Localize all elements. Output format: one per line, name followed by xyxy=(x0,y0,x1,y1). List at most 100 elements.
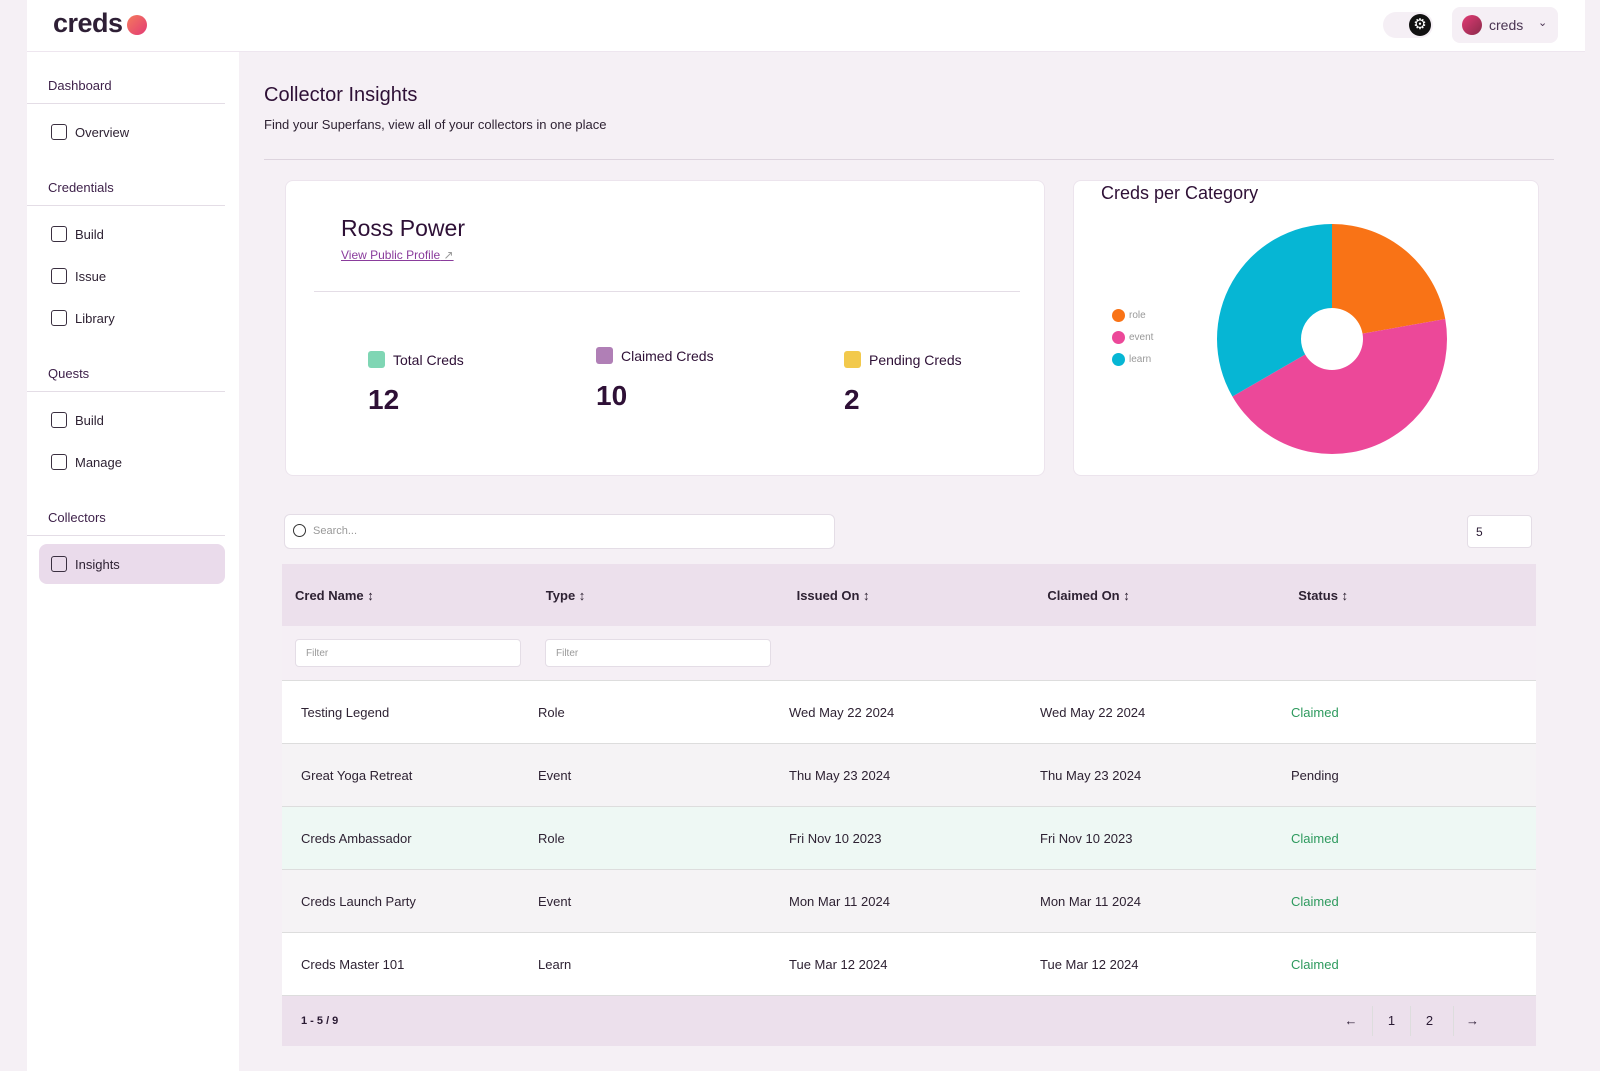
page-title: Collector Insights xyxy=(264,84,418,106)
prev-page-button[interactable]: ← xyxy=(1344,1013,1358,1028)
table-header: Cred Name ↕ Type ↕ Issued On ↕ Claimed On ↕… xyxy=(282,564,1536,626)
next-page-button[interactable]: → xyxy=(1453,1006,1491,1036)
column-header[interactable]: Claimed On ↕ xyxy=(1047,587,1130,603)
search-icon xyxy=(293,524,306,537)
plus-icon xyxy=(51,268,67,284)
table-row[interactable]: Creds Launch Party Event Mon Mar 11 2024 Mo… xyxy=(282,870,1536,933)
sidebar-section-title: Collectors xyxy=(27,484,225,536)
account-name: creds xyxy=(1489,17,1524,33)
table-cell: Claimed xyxy=(1291,704,1339,720)
table-cell: Creds Ambassador xyxy=(301,830,412,846)
table-cell: Role xyxy=(538,704,565,720)
build-icon xyxy=(51,226,67,242)
profile-card: Ross Power View Public Profile ↗ Total C… xyxy=(285,180,1045,476)
logo[interactable]: creds xyxy=(53,8,147,39)
stat-value: 12 xyxy=(368,384,400,415)
eye-icon xyxy=(51,556,67,572)
filter-row: Filter Filter xyxy=(282,626,1536,681)
sidebar: Dashboard Overview Credentials Build Issue Li… xyxy=(27,52,239,1071)
pie-slice-event[interactable] xyxy=(1232,319,1447,455)
table-cell: Pending xyxy=(1291,767,1339,783)
sliders-icon xyxy=(51,454,67,470)
sidebar-section-title: Quests xyxy=(27,340,225,392)
sidebar-section-title: Dashboard xyxy=(27,52,225,104)
table-row[interactable]: Creds Master 101 Learn Tue Mar 12 2024 Tue … xyxy=(282,933,1536,996)
external-link-icon: ↗ xyxy=(443,248,454,262)
table-cell: Claimed xyxy=(1291,893,1339,909)
stat-value: 2 xyxy=(844,384,860,415)
grid-icon xyxy=(51,310,67,326)
table-cell: Claimed xyxy=(1291,956,1339,972)
table-row[interactable]: Creds Ambassador Role Fri Nov 10 2023 Fri N… xyxy=(282,807,1536,870)
table-cell: Tue Mar 12 2024 xyxy=(789,956,888,972)
logo-mark-icon xyxy=(126,15,147,35)
avatar xyxy=(1462,15,1482,35)
table-cell: Mon Mar 11 2024 xyxy=(1040,893,1141,909)
table-cell: Claimed xyxy=(1291,830,1339,846)
page-subtitle: Find your Superfans, view all of your co… xyxy=(264,117,607,132)
stat-1: Claimed Creds 10 xyxy=(596,347,714,411)
creds-table: Cred Name ↕ Type ↕ Issued On ↕ Claimed On ↕… xyxy=(282,564,1536,1046)
stat-2: Pending Creds 2 xyxy=(844,351,962,415)
stat-0: Total Creds 12 xyxy=(368,351,464,415)
legend-item[interactable]: learn xyxy=(1112,353,1153,366)
table-row[interactable]: Testing Legend Role Wed May 22 2024 Wed May… xyxy=(282,681,1536,744)
table-row[interactable]: Great Yoga Retreat Event Thu May 23 2024 Th… xyxy=(282,744,1536,807)
table-cell: Mon Mar 11 2024 xyxy=(789,893,890,909)
sidebar-item-manage[interactable]: Manage xyxy=(39,442,225,482)
chart-title: Creds per Category xyxy=(1101,183,1259,203)
sidebar-item-build[interactable]: Build xyxy=(39,400,225,440)
table-footer: 1 - 5 / 9 ← 1 2 → xyxy=(282,996,1536,1046)
row-count: 1 - 5 / 9 xyxy=(301,1015,339,1027)
legend-item[interactable]: role xyxy=(1112,309,1153,322)
table-cell: Event xyxy=(538,767,572,783)
column-header[interactable]: Issued On ↕ xyxy=(796,587,870,603)
page-1-button[interactable]: 1 xyxy=(1372,1006,1410,1036)
table-cell: Great Yoga Retreat xyxy=(301,767,413,783)
column-header[interactable]: Cred Name ↕ xyxy=(295,587,374,603)
sidebar-item-library[interactable]: Library xyxy=(39,298,225,338)
chart-icon xyxy=(51,124,67,140)
stat-swatch xyxy=(368,351,385,368)
stat-swatch xyxy=(596,347,613,364)
search-input[interactable]: Search... xyxy=(284,514,835,549)
theme-toggle[interactable]: ⚙ xyxy=(1383,12,1433,38)
top-bar: creds ⚙ creds ⌄ xyxy=(27,0,1585,52)
pie-slice-learn[interactable] xyxy=(1217,224,1332,397)
divider xyxy=(264,159,1554,160)
sidebar-item-build[interactable]: Build xyxy=(39,214,225,254)
table-cell: Fri Nov 10 2023 xyxy=(789,830,882,846)
gear-icon: ⚙ xyxy=(1409,14,1431,36)
column-header[interactable]: Type ↕ xyxy=(545,587,586,603)
build-icon xyxy=(51,412,67,428)
table-cell: Event xyxy=(538,893,572,909)
stat-swatch xyxy=(844,351,861,368)
sidebar-item-overview[interactable]: Overview xyxy=(39,112,225,152)
table-cell: Learn xyxy=(538,956,572,972)
category-chart-card: Creds per Category role event learn xyxy=(1073,180,1539,476)
table-cell: Creds Master 101 xyxy=(301,956,405,972)
profile-name: Ross Power xyxy=(341,215,465,241)
account-menu[interactable]: creds ⌄ xyxy=(1452,7,1558,43)
table-cell: Creds Launch Party xyxy=(301,893,416,909)
table-cell: Role xyxy=(538,830,565,846)
cred-name-filter[interactable]: Filter xyxy=(295,639,521,667)
column-header[interactable]: Status ↕ xyxy=(1298,587,1349,603)
view-public-profile-link[interactable]: View Public Profile ↗ xyxy=(341,248,454,262)
chart-legend: role event learn xyxy=(1112,309,1153,375)
sidebar-item-issue[interactable]: Issue xyxy=(39,256,225,296)
page-2-button[interactable]: 2 xyxy=(1410,1006,1448,1036)
page-size-input[interactable]: 5 xyxy=(1467,515,1532,548)
table-cell: Wed May 22 2024 xyxy=(789,704,895,720)
table-cell: Fri Nov 10 2023 xyxy=(1040,830,1133,846)
stat-value: 10 xyxy=(596,380,628,411)
chevron-down-icon: ⌄ xyxy=(1538,17,1548,29)
legend-item[interactable]: event xyxy=(1112,331,1153,344)
type-filter[interactable]: Filter xyxy=(545,639,771,667)
sidebar-item-insights[interactable]: Insights xyxy=(39,544,225,584)
table-cell: Thu May 23 2024 xyxy=(1040,767,1142,783)
table-cell: Testing Legend xyxy=(301,704,390,720)
sidebar-section-title: Credentials xyxy=(27,154,225,206)
divider xyxy=(314,291,1020,292)
pie-slice-role[interactable] xyxy=(1332,224,1446,334)
